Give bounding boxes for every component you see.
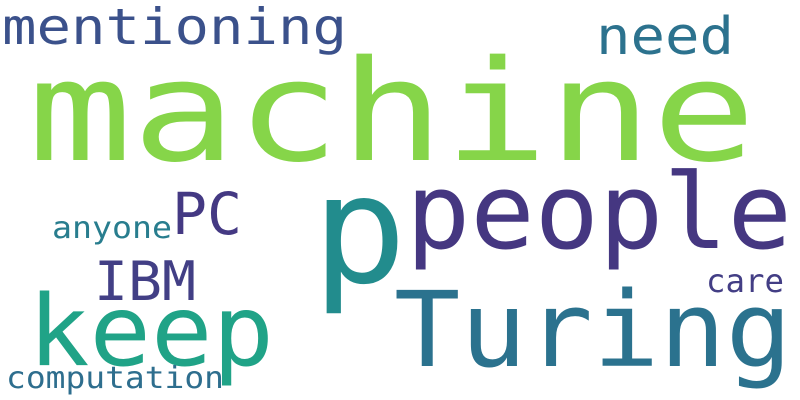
word-computation: computation bbox=[6, 361, 224, 396]
word-pc: PC bbox=[172, 180, 242, 248]
word-machine: machine bbox=[28, 31, 756, 194]
word-care: care bbox=[706, 262, 784, 300]
word-need: need bbox=[596, 7, 734, 67]
word-p: p bbox=[312, 144, 407, 318]
word-turing: Turing bbox=[394, 269, 792, 391]
word-keep: keep bbox=[28, 275, 274, 389]
word-anyone: anyone bbox=[52, 211, 172, 246]
word-people: people bbox=[406, 151, 792, 273]
word-ibm: IBM bbox=[94, 250, 196, 313]
word-mentioning: mentioning bbox=[2, 0, 347, 56]
